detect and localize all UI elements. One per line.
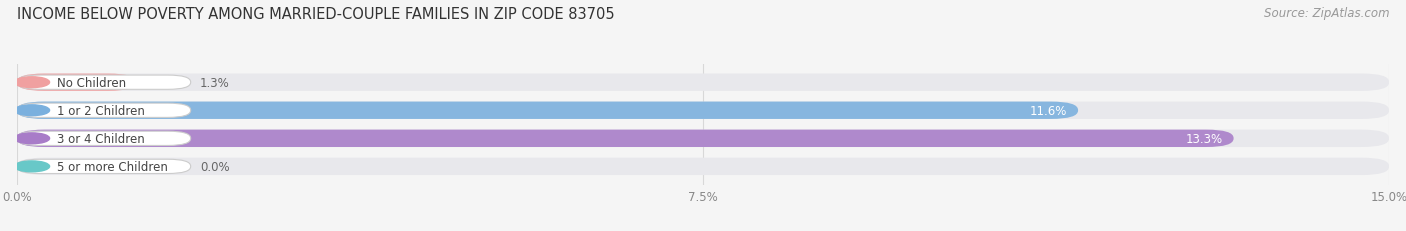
Text: Source: ZipAtlas.com: Source: ZipAtlas.com bbox=[1264, 7, 1389, 20]
FancyBboxPatch shape bbox=[17, 74, 1389, 91]
FancyBboxPatch shape bbox=[17, 102, 1389, 119]
FancyBboxPatch shape bbox=[17, 76, 191, 90]
Circle shape bbox=[14, 105, 49, 116]
FancyBboxPatch shape bbox=[17, 160, 191, 174]
FancyBboxPatch shape bbox=[17, 132, 191, 146]
Circle shape bbox=[14, 161, 49, 172]
Text: 5 or more Children: 5 or more Children bbox=[56, 160, 167, 173]
Circle shape bbox=[14, 77, 49, 88]
FancyBboxPatch shape bbox=[17, 130, 1389, 147]
Text: 3 or 4 Children: 3 or 4 Children bbox=[56, 132, 145, 145]
Text: 13.3%: 13.3% bbox=[1185, 132, 1223, 145]
FancyBboxPatch shape bbox=[17, 104, 191, 118]
FancyBboxPatch shape bbox=[17, 74, 136, 91]
FancyBboxPatch shape bbox=[17, 158, 1389, 175]
Text: No Children: No Children bbox=[56, 76, 127, 89]
Text: 1 or 2 Children: 1 or 2 Children bbox=[56, 104, 145, 117]
FancyBboxPatch shape bbox=[17, 102, 1078, 119]
Text: 0.0%: 0.0% bbox=[200, 160, 229, 173]
Text: 11.6%: 11.6% bbox=[1029, 104, 1067, 117]
Circle shape bbox=[14, 133, 49, 144]
Text: INCOME BELOW POVERTY AMONG MARRIED-COUPLE FAMILIES IN ZIP CODE 83705: INCOME BELOW POVERTY AMONG MARRIED-COUPL… bbox=[17, 7, 614, 22]
FancyBboxPatch shape bbox=[17, 130, 1233, 147]
Text: 1.3%: 1.3% bbox=[200, 76, 229, 89]
